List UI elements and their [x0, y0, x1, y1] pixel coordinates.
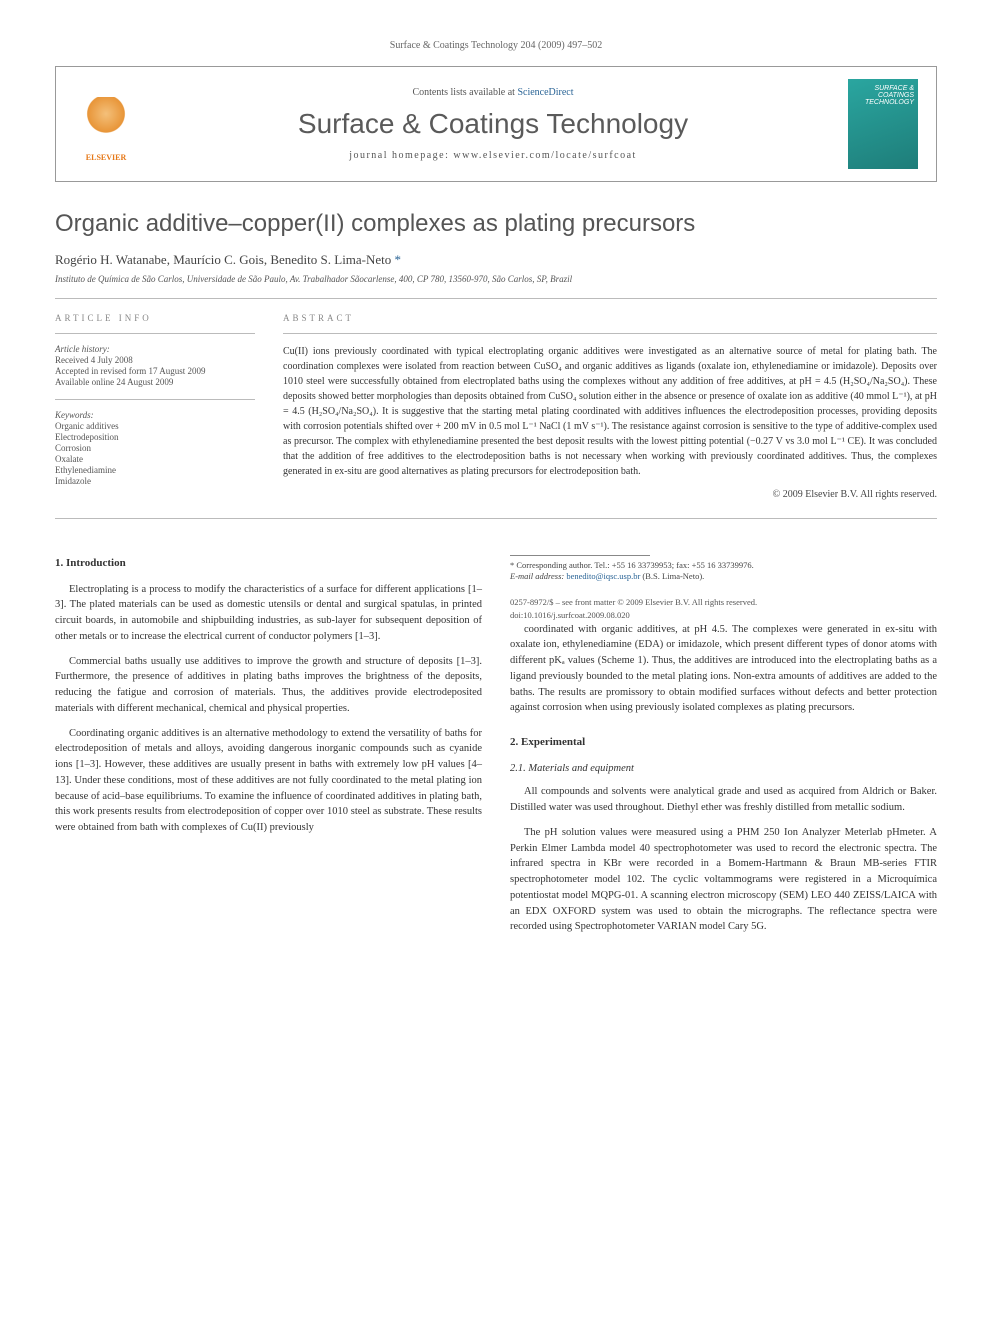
body-para: coordinated with organic additives, at p…	[510, 622, 937, 717]
contents-line: Contents lists available at ScienceDirec…	[152, 87, 834, 98]
body-para: Commercial baths usually use additives t…	[55, 654, 482, 717]
divider	[283, 333, 937, 334]
article-info-head: ARTICLE INFO	[55, 313, 255, 323]
journal-cover-thumb: SURFACE & COATINGS TECHNOLOGY	[848, 79, 918, 169]
section-head-experimental: 2. Experimental	[510, 734, 937, 751]
keyword: Oxalate	[55, 454, 255, 464]
online: Available online 24 August 2009	[55, 377, 255, 387]
divider	[55, 333, 255, 334]
section-head-intro: 1. Introduction	[55, 555, 482, 572]
keyword: Corrosion	[55, 443, 255, 453]
issn-line: 0257-8972/$ – see front matter © 2009 El…	[510, 596, 937, 609]
journal-header: ELSEVIER Contents lists available at Sci…	[55, 66, 937, 182]
elsevier-logo: ELSEVIER	[74, 86, 138, 162]
footnote-rule	[510, 555, 650, 556]
keywords-head: Keywords:	[55, 410, 255, 420]
subsection-head-materials: 2.1. Materials and equipment	[510, 761, 937, 777]
body-para: Electroplating is a process to modify th…	[55, 582, 482, 645]
body-para: All compounds and solvents were analytic…	[510, 784, 937, 816]
body-para: Coordinating organic additives is an alt…	[55, 726, 482, 836]
journal-homepage: journal homepage: www.elsevier.com/locat…	[152, 150, 834, 161]
divider	[55, 399, 255, 400]
abstract-text: Cu(II) ions previously coordinated with …	[283, 344, 937, 479]
body-para: The pH solution values were measured usi…	[510, 825, 937, 935]
homepage-link[interactable]: www.elsevier.com/locate/surfcoat	[453, 150, 636, 161]
keyword: Ethylenediamine	[55, 465, 255, 475]
authors: Rogério H. Watanabe, Maurício C. Gois, B…	[55, 252, 937, 268]
meta-abstract-row: ARTICLE INFO Article history: Received 4…	[55, 299, 937, 518]
sciencedirect-link[interactable]: ScienceDirect	[517, 87, 573, 98]
copyright: © 2009 Elsevier B.V. All rights reserved…	[283, 489, 937, 500]
received: Received 4 July 2008	[55, 355, 255, 365]
divider	[55, 518, 937, 519]
doi-line: doi:10.1016/j.surfcoat.2009.08.020	[510, 609, 937, 622]
history-head: Article history:	[55, 344, 255, 354]
keyword: Imidazole	[55, 476, 255, 486]
abstract: ABSTRACT Cu(II) ions previously coordina…	[283, 313, 937, 500]
header-center: Contents lists available at ScienceDirec…	[152, 87, 834, 161]
accepted: Accepted in revised form 17 August 2009	[55, 366, 255, 376]
corresponding-footnote: * Corresponding author. Tel.: +55 16 337…	[510, 560, 937, 582]
running-head: Surface & Coatings Technology 204 (2009)…	[55, 40, 937, 51]
keyword: Organic additives	[55, 421, 255, 431]
body-columns: 1. Introduction Electroplating is a proc…	[55, 555, 937, 945]
article-title: Organic additive–copper(II) complexes as…	[55, 210, 937, 238]
keyword: Electrodeposition	[55, 432, 255, 442]
corresponding-mark: *	[395, 252, 402, 267]
affiliation: Instituto de Química de São Carlos, Univ…	[55, 274, 937, 284]
journal-title: Surface & Coatings Technology	[152, 108, 834, 140]
abstract-head: ABSTRACT	[283, 313, 937, 323]
email-link[interactable]: benedito@iqsc.usp.br	[566, 571, 640, 581]
article-info: ARTICLE INFO Article history: Received 4…	[55, 313, 255, 500]
